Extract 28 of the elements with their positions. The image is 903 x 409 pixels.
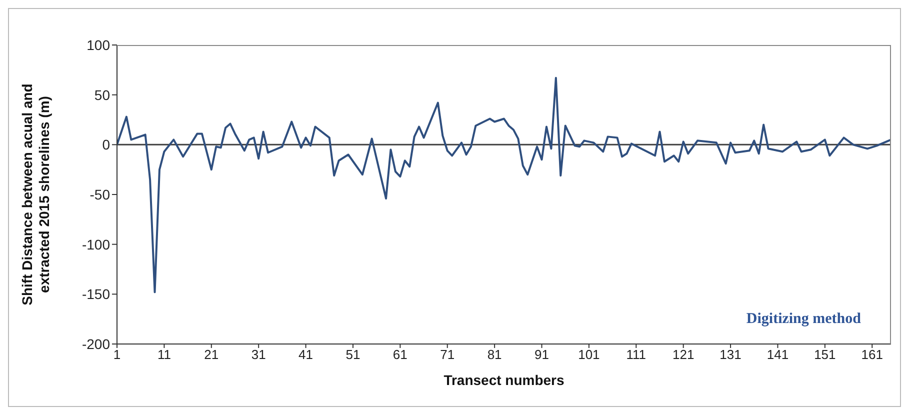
x-tick-label: 91 [534,347,549,362]
x-tick-label: 111 [626,347,646,362]
x-tick-label: 131 [720,347,742,362]
y-tick-label: -50 [90,186,110,202]
y-tick-label: 100 [86,36,110,53]
y-axis-title: Shift Distance between acual and extracted 2015 shorelines (m) [19,84,52,306]
x-tick-label: 71 [440,347,455,362]
x-tick-label: 121 [672,347,694,362]
x-tick-label: 161 [861,347,883,362]
x-tick-label: 151 [814,347,836,362]
x-tick-label: 81 [487,347,502,362]
x-axis-title: Transect numbers [444,372,565,388]
x-tick-label: 21 [204,347,219,362]
y-tick-label: 50 [94,86,110,103]
y-tick-label: -200 [82,336,110,352]
x-tick-label: 61 [392,347,408,362]
x-tick-label: 1 [113,347,121,362]
y-tick-label: 0 [102,136,110,153]
y-tick-label: -100 [82,236,110,252]
x-tick-label: 141 [766,347,789,362]
x-tick-label: 41 [298,347,314,362]
annotation: Digitizing method [746,311,861,328]
x-tick-label: 31 [251,347,266,362]
line-series [117,76,891,294]
x-tick-label: 51 [346,347,360,362]
x-tick-label: 11 [157,347,171,362]
x-tick-label: 101 [578,347,600,362]
y-tick-label: -150 [82,286,110,302]
